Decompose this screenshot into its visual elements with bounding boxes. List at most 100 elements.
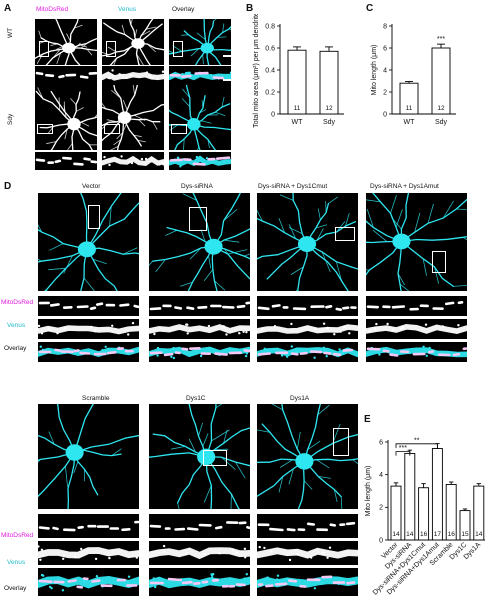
y-tick-label: 0 bbox=[271, 111, 275, 118]
panel-d-neuron-top-1 bbox=[149, 193, 250, 291]
panel-d-letter: D bbox=[4, 181, 11, 192]
n-label: 14 bbox=[475, 531, 483, 538]
panel-d-neuron-top-3 bbox=[366, 193, 467, 291]
scale-bar bbox=[223, 55, 231, 57]
panel-b-letter: B bbox=[246, 3, 253, 14]
panel-d-neuron-top-0 bbox=[38, 193, 139, 291]
panel-d-strip-top-mito-2 bbox=[257, 296, 358, 316]
scale-bar bbox=[223, 79, 231, 81]
cond-dys1a: Dys1A bbox=[290, 396, 309, 403]
panel-a-col-venus: Venus bbox=[118, 7, 136, 14]
n-label: 15 bbox=[461, 531, 469, 538]
panel-a-zoom-wt-mito bbox=[35, 66, 97, 85]
panel-a-neuron-wt-overlay bbox=[169, 19, 231, 65]
n-label: 14 bbox=[406, 531, 414, 538]
roi-box bbox=[333, 428, 349, 456]
n-label: 17 bbox=[434, 531, 442, 538]
panel-d-strip-bottom-mito-2 bbox=[257, 514, 358, 538]
y-tick-label: 0.4 bbox=[265, 67, 275, 74]
panel-d-neuron-bottom-1 bbox=[149, 404, 250, 509]
n-label: 11 bbox=[294, 105, 301, 112]
panel-d-strip-top-overlay-0 bbox=[38, 342, 139, 362]
panel-a-zoom-sdy-mito bbox=[35, 152, 97, 170]
d-bottom-row-overlay: Overlay bbox=[4, 586, 26, 593]
panel-d-strip-bottom-overlay-1 bbox=[149, 568, 250, 596]
panel-d-strip-bottom-venus-1 bbox=[149, 541, 250, 565]
panel-d-strip-top-mito-3 bbox=[366, 296, 467, 316]
panel-a-neuron-wt-mito bbox=[35, 19, 97, 65]
roi-box bbox=[106, 41, 116, 57]
panel-d-neuron-bottom-0 bbox=[38, 404, 139, 509]
panel-a-neuron-sdy-venus bbox=[102, 85, 164, 150]
panel-a-row-wt: WT bbox=[8, 28, 15, 38]
panel-d-strip-top-venus-2 bbox=[257, 319, 358, 339]
cond-vector: Vector bbox=[82, 184, 100, 191]
roi-box bbox=[104, 124, 120, 134]
n-label: 14 bbox=[392, 531, 400, 538]
bar bbox=[432, 449, 442, 540]
n-label: 16 bbox=[448, 531, 456, 538]
panel-d-strip-bottom-overlay-2 bbox=[257, 568, 358, 596]
significance-label: *** bbox=[437, 36, 445, 43]
roi-box bbox=[189, 207, 207, 231]
y-axis-label: Mito length (μm) bbox=[371, 45, 378, 96]
y-axis-label: Total mito area (μm²) per μm dendrite bbox=[253, 14, 260, 128]
panel-a-neuron-sdy-overlay bbox=[169, 85, 231, 150]
roi-box bbox=[88, 205, 100, 229]
panel-a-col-overlay: Overlay bbox=[172, 7, 194, 14]
panel-d-strip-top-venus-0 bbox=[38, 319, 139, 339]
panel-a-row-sdy: Sdy bbox=[8, 114, 15, 125]
d-top-row-venus: Venus bbox=[7, 323, 25, 330]
panel-a-zoom-sdy-venus bbox=[102, 152, 164, 170]
panel-d-strip-top-mito-0 bbox=[38, 296, 139, 316]
panel-d-strip-bottom-mito-0 bbox=[38, 514, 139, 538]
panel-a-zoom-wt-overlay bbox=[169, 66, 231, 85]
panel-c-letter: C bbox=[366, 3, 373, 14]
cond-scramble: Scramble bbox=[82, 396, 109, 403]
category-label: WT bbox=[292, 119, 304, 126]
roi-box bbox=[173, 41, 183, 57]
panel-a-col-mitodsred: MitoDsRed bbox=[36, 7, 68, 14]
panel-a-zoom-sdy-overlay bbox=[169, 152, 231, 170]
panel-d-strip-bottom-overlay-0 bbox=[38, 568, 139, 596]
y-tick-label: 0.2 bbox=[265, 89, 275, 96]
panel-d-neuron-top-2 bbox=[257, 193, 358, 291]
category-label: WT bbox=[404, 119, 416, 126]
panel-d-strip-bottom-mito-1 bbox=[149, 514, 250, 538]
panel-d-neuron-bottom-2 bbox=[257, 404, 358, 509]
bar bbox=[405, 453, 415, 540]
cond-dys-sirna: Dys-siRNA bbox=[181, 184, 213, 191]
d-bottom-row-venus: Venus bbox=[7, 560, 25, 567]
bracket-label: *** bbox=[399, 445, 407, 452]
n-label: 11 bbox=[406, 105, 413, 112]
y-tick-label: 8 bbox=[383, 23, 387, 30]
cond-dys-sirna-dys1amut: Dys-siRNA + Dys1Amut bbox=[370, 184, 439, 191]
n-label: 12 bbox=[437, 105, 445, 112]
panel-d-strip-bottom-venus-0 bbox=[38, 541, 139, 565]
y-axis-label: Mito length (μm) bbox=[365, 466, 372, 517]
y-tick-label: 6 bbox=[383, 45, 387, 52]
roi-box bbox=[203, 450, 227, 466]
y-tick-label: 4 bbox=[379, 472, 383, 479]
y-tick-label: 0.6 bbox=[265, 45, 275, 52]
d-top-row-mitodsred: MitoDsRed bbox=[1, 300, 33, 307]
panel-d-strip-top-mito-1 bbox=[149, 296, 250, 316]
d-top-row-overlay: Overlay bbox=[4, 346, 26, 353]
y-tick-label: 4 bbox=[383, 67, 387, 74]
panel-a-letter: A bbox=[4, 3, 11, 14]
category-label: Sdy bbox=[323, 119, 336, 126]
panel-a-neuron-sdy-mito bbox=[35, 85, 97, 150]
panel-d-strip-top-overlay-1 bbox=[149, 342, 250, 362]
roi-box bbox=[335, 227, 355, 241]
d-bottom-row-mitodsred: MitoDsRed bbox=[1, 533, 33, 540]
category-label: Sdy bbox=[435, 119, 448, 126]
panel-d-strip-bottom-venus-2 bbox=[257, 541, 358, 565]
roi-box bbox=[37, 124, 53, 134]
panel-a-neuron-wt-venus bbox=[102, 19, 164, 65]
